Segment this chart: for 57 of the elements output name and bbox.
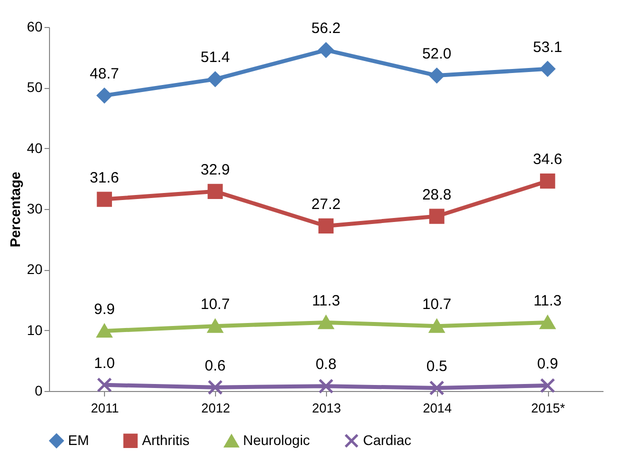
y-tick-label: 50 bbox=[26, 79, 43, 96]
point bbox=[540, 174, 556, 189]
data-label: 10.7 bbox=[422, 296, 452, 314]
data-label: 51.4 bbox=[200, 49, 230, 66]
data-label: 32.9 bbox=[200, 161, 230, 178]
legend-label: EM bbox=[68, 432, 89, 448]
data-label: 28.8 bbox=[422, 186, 452, 204]
point bbox=[429, 380, 444, 396]
y-tick-label: 0 bbox=[34, 382, 43, 398]
data-label: 9.9 bbox=[94, 300, 115, 318]
x-tick-label: 2011 bbox=[90, 400, 119, 416]
data-label: 10.7 bbox=[200, 296, 230, 314]
data-label: 53.1 bbox=[533, 38, 562, 56]
point bbox=[208, 184, 223, 199]
point bbox=[429, 319, 444, 333]
y-tick-label: 60 bbox=[26, 18, 43, 34]
data-label: 27.2 bbox=[311, 196, 341, 213]
y-tick-label: 20 bbox=[26, 261, 43, 278]
y-axis-title: Percentage bbox=[6, 172, 23, 248]
point bbox=[318, 316, 334, 330]
data-label: 0.9 bbox=[537, 356, 558, 373]
data-label: 56.2 bbox=[311, 20, 341, 38]
point bbox=[429, 208, 444, 224]
data-label: 11.3 bbox=[312, 292, 340, 310]
point bbox=[208, 319, 223, 333]
x-tick-label: 2012 bbox=[201, 400, 230, 416]
point bbox=[96, 88, 112, 104]
x-tick-label: 2014 bbox=[422, 400, 452, 416]
data-label: 34.6 bbox=[533, 151, 562, 168]
data-label: 31.6 bbox=[90, 169, 119, 186]
data-label: 52.0 bbox=[422, 46, 452, 63]
y-tick-label: 10 bbox=[26, 322, 43, 338]
point bbox=[429, 68, 444, 84]
legend-label: Arthritis bbox=[142, 432, 190, 448]
point bbox=[318, 378, 334, 394]
legend-label: Neurologic bbox=[243, 432, 310, 448]
point bbox=[96, 377, 112, 393]
data-label: 48.7 bbox=[90, 66, 119, 83]
point bbox=[318, 42, 334, 58]
point bbox=[96, 324, 112, 338]
legend-label: Cardiac bbox=[363, 432, 412, 448]
data-label: 0.5 bbox=[426, 358, 448, 375]
point bbox=[208, 72, 223, 87]
point bbox=[540, 378, 556, 394]
data-label: 11.3 bbox=[534, 292, 562, 310]
x-tick-label: 2015* bbox=[531, 400, 566, 416]
data-label: 0.8 bbox=[316, 356, 336, 374]
point bbox=[96, 192, 112, 207]
point bbox=[540, 316, 556, 330]
y-tick-label: 30 bbox=[26, 200, 43, 216]
data-label: 1.0 bbox=[94, 354, 115, 372]
y-tick-label: 40 bbox=[26, 140, 43, 156]
x-tick-label: 2013 bbox=[312, 400, 341, 416]
data-label: 0.6 bbox=[204, 357, 226, 374]
point bbox=[318, 218, 334, 234]
point bbox=[208, 380, 223, 395]
point bbox=[540, 61, 556, 76]
